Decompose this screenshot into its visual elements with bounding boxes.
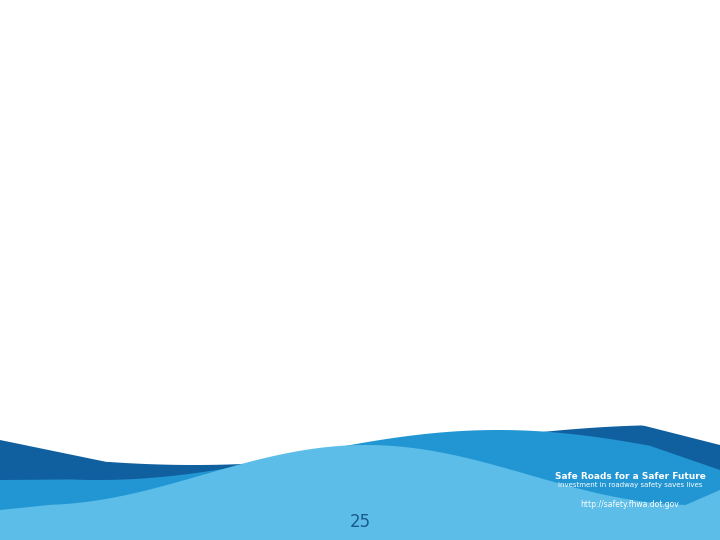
Polygon shape bbox=[0, 430, 720, 540]
Text: Intermediate or high travel speeds.: Intermediate or high travel speeds. bbox=[58, 329, 427, 349]
Text: –: – bbox=[40, 276, 50, 296]
Text: •: • bbox=[13, 132, 28, 157]
Text: Safe Roads for a Safer Future: Safe Roads for a Safer Future bbox=[554, 472, 706, 481]
Text: Median and Pedestrian Refuge Areas: Median and Pedestrian Refuge Areas bbox=[15, 12, 720, 46]
Polygon shape bbox=[0, 0, 720, 445]
Text: (continued): (continued) bbox=[15, 48, 251, 82]
Text: •: • bbox=[13, 100, 28, 124]
Text: Marked crosswalks – 46%: Marked crosswalks – 46% bbox=[58, 165, 324, 185]
Text: Significant number of pedestrians.: Significant number of pedestrians. bbox=[58, 276, 418, 296]
Polygon shape bbox=[0, 425, 720, 540]
Text: Demonstrated reductions in pedestrian crashes:: Demonstrated reductions in pedestrian cr… bbox=[32, 132, 603, 157]
Polygon shape bbox=[0, 445, 720, 540]
Text: Low cost countermeasure.: Low cost countermeasure. bbox=[32, 100, 343, 124]
Text: –: – bbox=[40, 165, 50, 185]
Text: –: – bbox=[40, 329, 50, 349]
Text: –: – bbox=[40, 191, 50, 211]
Text: •: • bbox=[13, 218, 28, 242]
Text: Considered for curbed sections of multi-lane
roadways in urban and suburban area: Considered for curbed sections of multi-… bbox=[32, 218, 557, 271]
Text: 25: 25 bbox=[349, 513, 371, 531]
Text: http://safety.fhwa.dot.gov: http://safety.fhwa.dot.gov bbox=[580, 500, 680, 509]
Text: High traffic volumes.: High traffic volumes. bbox=[58, 303, 276, 323]
Text: Unmarked crosswalks – 39%: Unmarked crosswalks – 39% bbox=[58, 191, 355, 211]
Text: investment in roadway safety saves lives: investment in roadway safety saves lives bbox=[558, 482, 702, 488]
Text: –: – bbox=[40, 303, 50, 323]
